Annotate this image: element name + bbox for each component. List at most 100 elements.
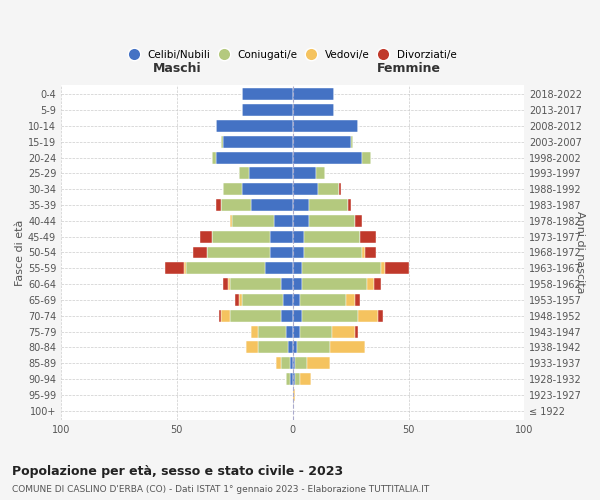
- Bar: [360, 230, 376, 242]
- Bar: [355, 215, 362, 227]
- Bar: [355, 326, 358, 338]
- Bar: [186, 262, 265, 274]
- Bar: [302, 278, 367, 290]
- Bar: [293, 152, 362, 164]
- Bar: [318, 184, 339, 195]
- Bar: [293, 342, 298, 353]
- Bar: [230, 310, 281, 322]
- Bar: [242, 88, 293, 101]
- Bar: [269, 246, 293, 258]
- Bar: [293, 246, 304, 258]
- Bar: [290, 373, 293, 385]
- Bar: [277, 358, 281, 369]
- Bar: [274, 215, 293, 227]
- Bar: [223, 278, 228, 290]
- Bar: [367, 278, 374, 290]
- Bar: [293, 168, 316, 179]
- Bar: [309, 215, 355, 227]
- Bar: [221, 310, 230, 322]
- Bar: [293, 136, 350, 147]
- Text: Maschi: Maschi: [152, 62, 201, 76]
- Bar: [258, 326, 286, 338]
- Bar: [221, 199, 251, 211]
- Bar: [242, 294, 283, 306]
- Bar: [239, 294, 242, 306]
- Bar: [228, 278, 230, 290]
- Bar: [223, 184, 242, 195]
- Bar: [298, 342, 330, 353]
- Bar: [358, 310, 379, 322]
- Bar: [293, 262, 302, 274]
- Bar: [184, 262, 186, 274]
- Bar: [316, 168, 325, 179]
- Legend: Celibi/Nubili, Coniugati/e, Vedovi/e, Divorziati/e: Celibi/Nubili, Coniugati/e, Vedovi/e, Di…: [126, 46, 460, 62]
- Bar: [286, 373, 290, 385]
- Bar: [200, 230, 212, 242]
- Bar: [299, 294, 346, 306]
- Bar: [339, 184, 341, 195]
- Bar: [295, 358, 307, 369]
- Bar: [251, 326, 258, 338]
- Bar: [281, 358, 290, 369]
- Bar: [232, 215, 274, 227]
- Bar: [379, 310, 383, 322]
- Bar: [235, 294, 239, 306]
- Bar: [281, 310, 293, 322]
- Bar: [288, 342, 293, 353]
- Bar: [293, 199, 309, 211]
- Bar: [293, 104, 334, 116]
- Bar: [309, 199, 348, 211]
- Bar: [293, 310, 302, 322]
- Bar: [293, 230, 304, 242]
- Bar: [247, 342, 258, 353]
- Bar: [293, 326, 299, 338]
- Bar: [293, 358, 295, 369]
- Bar: [265, 262, 293, 274]
- Bar: [307, 358, 330, 369]
- Bar: [218, 310, 221, 322]
- Bar: [293, 184, 318, 195]
- Bar: [346, 294, 355, 306]
- Bar: [242, 104, 293, 116]
- Bar: [221, 136, 223, 147]
- Bar: [212, 152, 216, 164]
- Bar: [216, 120, 293, 132]
- Bar: [216, 152, 293, 164]
- Bar: [295, 373, 299, 385]
- Bar: [286, 326, 293, 338]
- Bar: [251, 199, 293, 211]
- Bar: [283, 294, 293, 306]
- Bar: [365, 246, 376, 258]
- Bar: [362, 152, 371, 164]
- Bar: [223, 136, 293, 147]
- Bar: [304, 230, 360, 242]
- Bar: [299, 326, 332, 338]
- Bar: [269, 230, 293, 242]
- Bar: [293, 294, 299, 306]
- Bar: [348, 199, 350, 211]
- Bar: [293, 373, 295, 385]
- Bar: [281, 278, 293, 290]
- Bar: [299, 373, 311, 385]
- Bar: [330, 342, 365, 353]
- Bar: [239, 168, 248, 179]
- Y-axis label: Fasce di età: Fasce di età: [15, 220, 25, 286]
- Bar: [290, 358, 293, 369]
- Bar: [212, 230, 269, 242]
- Bar: [230, 215, 232, 227]
- Bar: [293, 389, 295, 401]
- Bar: [293, 120, 358, 132]
- Bar: [293, 215, 309, 227]
- Bar: [374, 278, 381, 290]
- Bar: [385, 262, 409, 274]
- Bar: [302, 310, 358, 322]
- Bar: [258, 342, 288, 353]
- Bar: [242, 184, 293, 195]
- Bar: [207, 246, 269, 258]
- Bar: [304, 246, 362, 258]
- Bar: [381, 262, 385, 274]
- Y-axis label: Anni di nascita: Anni di nascita: [575, 211, 585, 294]
- Text: Popolazione per età, sesso e stato civile - 2023: Popolazione per età, sesso e stato civil…: [12, 465, 343, 478]
- Text: COMUNE DI CASLINO D'ERBA (CO) - Dati ISTAT 1° gennaio 2023 - Elaborazione TUTTIT: COMUNE DI CASLINO D'ERBA (CO) - Dati IST…: [12, 485, 429, 494]
- Bar: [302, 262, 381, 274]
